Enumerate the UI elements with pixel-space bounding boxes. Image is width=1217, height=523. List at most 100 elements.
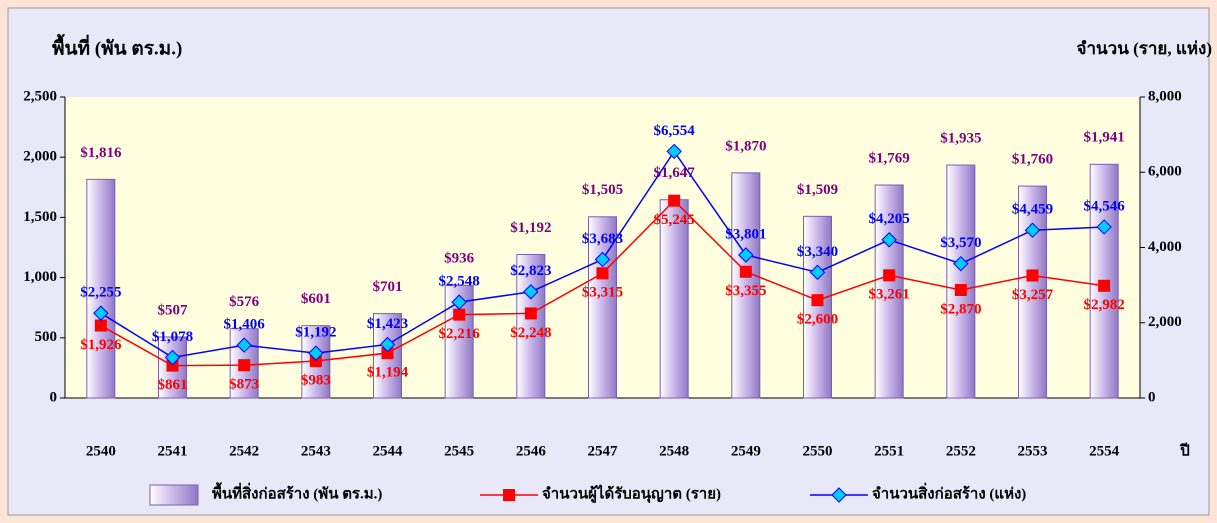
marker — [166, 359, 179, 372]
point-label: $3,570 — [940, 235, 981, 251]
point-label: $2,600 — [797, 312, 838, 328]
legend-marker — [831, 487, 847, 503]
x-tick-label: 2546 — [516, 443, 547, 459]
marker — [1026, 269, 1039, 282]
point-label: $3,801 — [725, 226, 766, 242]
marker — [594, 251, 611, 268]
y2-tick-label: 2,000 — [1148, 314, 1182, 330]
x-tick-label: 2545 — [444, 443, 474, 459]
marker — [451, 294, 467, 310]
x-title: ปี — [1179, 442, 1189, 459]
legend-swatch — [149, 484, 199, 506]
bar — [516, 253, 546, 399]
marker — [953, 255, 969, 272]
x-tick-label: 2541 — [158, 443, 188, 459]
bar — [803, 215, 832, 399]
bar — [588, 216, 617, 399]
y-title: พื้นที่ (พัน ตร.ม.) — [52, 33, 182, 59]
x-tick-label: 2549 — [731, 443, 761, 459]
marker — [93, 305, 109, 321]
marker — [524, 307, 537, 320]
point-label: $2,870 — [940, 301, 981, 317]
x-tick-label: 2553 — [1018, 443, 1048, 459]
bar-label: $701 — [373, 279, 403, 295]
bar-label: $936 — [444, 251, 475, 267]
y-tick-label: 2,000 — [23, 149, 57, 165]
bar-label: $1,505 — [582, 182, 623, 198]
point-label: $3,340 — [797, 244, 838, 260]
marker — [668, 194, 681, 207]
marker — [809, 264, 826, 281]
y-tick-label: 500 — [35, 329, 58, 345]
point-label: $6,554 — [654, 123, 696, 139]
y-tick-label: 1,000 — [23, 269, 57, 285]
marker — [1024, 222, 1041, 238]
marker — [164, 349, 181, 366]
marker — [811, 294, 824, 307]
bar-label: $1,760 — [1012, 152, 1053, 168]
point-label: $1,194 — [367, 365, 409, 381]
y2-tick-label: 6,000 — [1148, 164, 1182, 180]
point-label: $4,205 — [869, 211, 910, 227]
y-tick-label: 2,500 — [23, 88, 57, 104]
bar — [1018, 185, 1047, 399]
point-label: $2,823 — [510, 263, 551, 279]
bar-label: $601 — [301, 291, 331, 307]
bar-label: $1,192 — [510, 220, 551, 236]
marker — [94, 319, 107, 332]
legend-marker — [503, 489, 515, 501]
x-tick-label: 2543 — [301, 443, 331, 459]
point-label: $983 — [301, 372, 331, 388]
x-tick-label: 2552 — [946, 443, 976, 459]
marker — [309, 355, 322, 368]
marker — [236, 337, 252, 353]
point-label: $3,355 — [725, 283, 766, 299]
marker — [738, 247, 754, 263]
bar-label: $576 — [229, 294, 260, 310]
bar — [86, 178, 116, 399]
y2-tick-label: 0 — [1148, 389, 1156, 405]
bar-label: $507 — [158, 302, 189, 318]
x-tick-label: 2544 — [373, 443, 404, 459]
x-tick-label: 2551 — [874, 443, 904, 459]
bar-label: $1,647 — [654, 165, 696, 181]
x-tick-label: 2547 — [588, 443, 619, 459]
point-label: $3,261 — [869, 287, 910, 303]
bar — [731, 172, 761, 399]
point-label: $2,255 — [80, 285, 121, 301]
bar — [946, 164, 976, 399]
y-tick-label: 0 — [50, 389, 58, 405]
x-tick-label: 2554 — [1089, 443, 1120, 459]
point-label: $873 — [229, 377, 259, 393]
bar-label: $1,935 — [940, 130, 981, 146]
point-label: $2,982 — [1084, 297, 1125, 313]
point-label: $2,248 — [510, 325, 551, 341]
x-tick-label: 2548 — [659, 443, 689, 459]
marker — [1098, 279, 1111, 292]
marker — [523, 284, 539, 300]
point-label: $3,257 — [1012, 287, 1054, 303]
bar-label: $1,941 — [1084, 130, 1125, 146]
marker — [666, 143, 682, 160]
marker — [453, 308, 466, 321]
point-label: $4,546 — [1084, 198, 1126, 214]
point-label: $2,216 — [439, 326, 481, 342]
marker — [883, 269, 896, 282]
marker — [739, 265, 752, 278]
point-label: $3,315 — [582, 285, 623, 301]
bar — [874, 184, 904, 399]
x-tick-label: 2540 — [86, 443, 116, 459]
point-label: $3,683 — [582, 231, 623, 247]
bar-label: $1,509 — [797, 182, 838, 198]
x-tick-label: 2542 — [229, 443, 259, 459]
marker — [954, 284, 967, 297]
y-tick-label: 1,500 — [23, 209, 57, 225]
y2-title: จำนวน (ราย, แห่ง) — [1077, 39, 1212, 58]
marker — [881, 232, 897, 248]
marker — [596, 267, 609, 280]
legend-label: พื้นที่สิ่งก่อสร้าง (พัน ตร.ม.) — [212, 481, 382, 502]
bar-label: $1,870 — [725, 138, 766, 154]
x-tick-label: 2550 — [803, 443, 833, 459]
bar-label: $1,769 — [869, 150, 910, 166]
